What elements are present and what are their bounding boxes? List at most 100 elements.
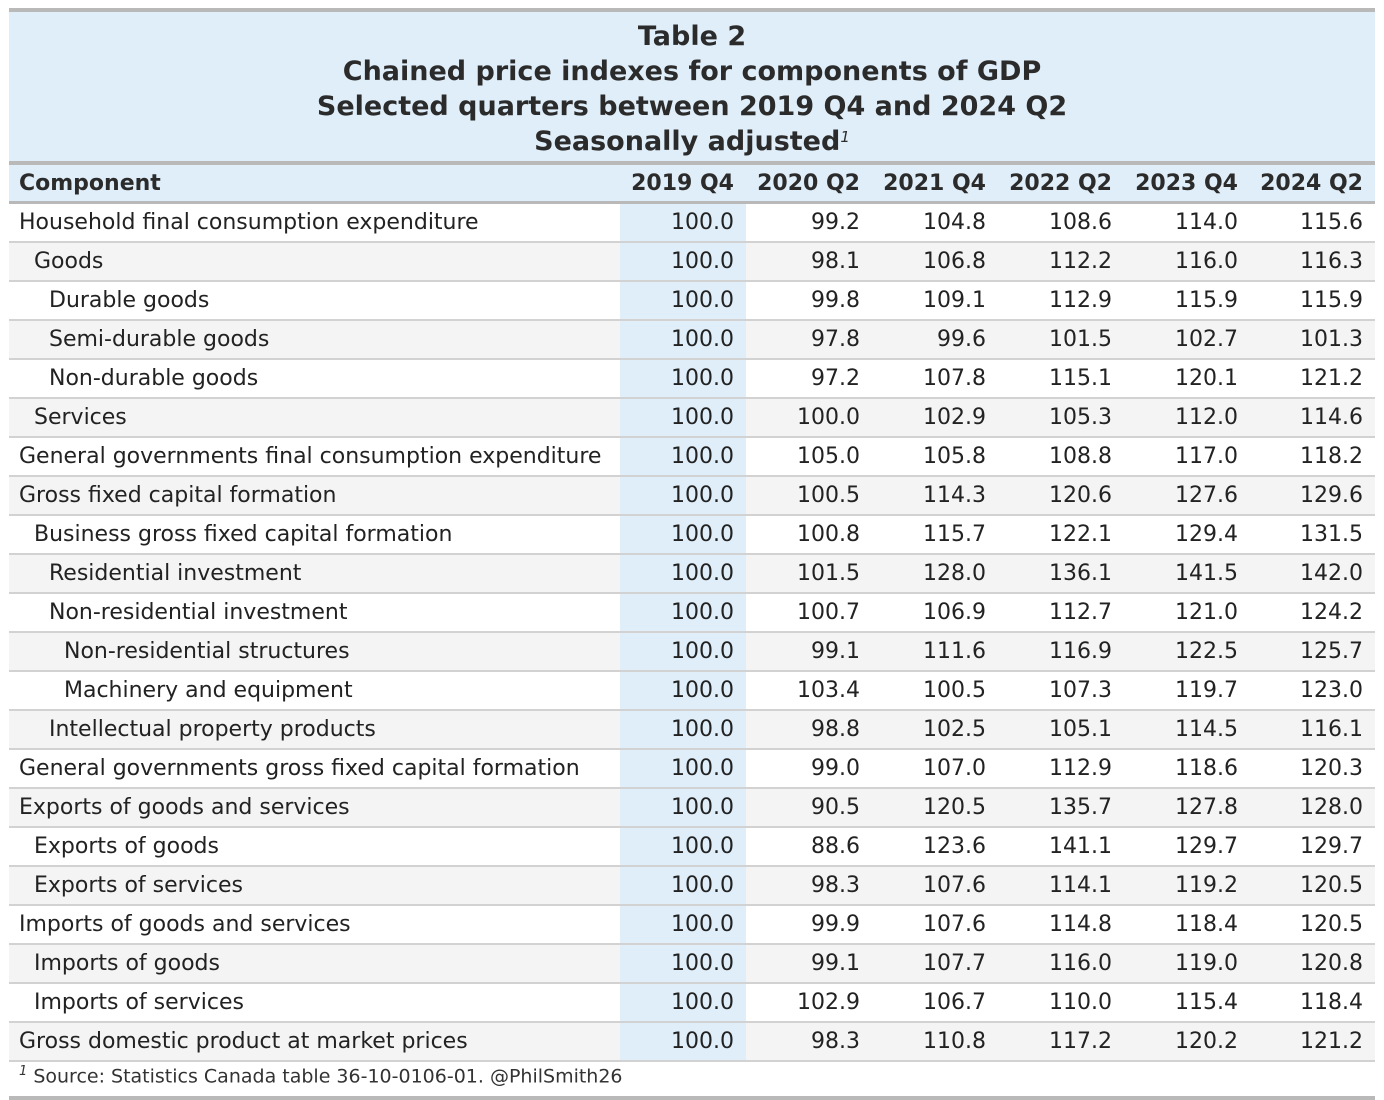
value-cell: 100.0	[620, 944, 746, 984]
value-cell: 97.8	[746, 320, 872, 360]
row-label: Durable goods	[9, 281, 620, 321]
row-label: Imports of goods and services	[9, 905, 620, 945]
value-cell: 106.7	[872, 983, 998, 1023]
table-row: Services 100.0 100.0 102.9 105.3 112.0 114.6	[9, 398, 1375, 438]
value-cell: 127.6	[1124, 476, 1250, 516]
value-cell: 107.6	[872, 866, 998, 906]
row-label: Imports of goods	[9, 944, 620, 984]
value-cell: 122.1	[998, 515, 1124, 555]
value-cell: 100.0	[620, 554, 746, 594]
value-cell: 105.1	[998, 710, 1124, 750]
row-label: Exports of services	[9, 866, 620, 906]
value-cell: 123.0	[1250, 671, 1375, 711]
value-cell: 101.5	[746, 554, 872, 594]
table-row: Semi-durable goods 100.0 97.8 99.6 101.5 102.…	[9, 320, 1375, 360]
column-header-component: Component	[9, 165, 620, 204]
value-cell: 99.0	[746, 749, 872, 789]
value-cell: 99.6	[872, 320, 998, 360]
value-cell: 129.7	[1124, 827, 1250, 867]
value-cell: 106.9	[872, 593, 998, 633]
value-cell: 98.3	[746, 1022, 872, 1062]
table-footer: 1 Source: Statistics Canada table 36-10-…	[9, 1062, 1375, 1096]
value-cell: 100.0	[620, 983, 746, 1023]
row-label: Non-residential structures	[9, 632, 620, 672]
value-cell: 122.5	[1124, 632, 1250, 672]
value-cell: 105.3	[998, 398, 1124, 438]
table-row: Machinery and equipment 100.0 103.4 100.5 10…	[9, 671, 1375, 711]
value-cell: 119.0	[1124, 944, 1250, 984]
value-cell: 128.0	[1250, 788, 1375, 828]
table-title-block: Table 2 Chained price indexes for compon…	[9, 12, 1375, 161]
row-label: Semi-durable goods	[9, 320, 620, 360]
table-row: Non-residential investment 100.0 100.7 106.…	[9, 593, 1375, 633]
value-cell: 115.1	[998, 359, 1124, 399]
row-label: Imports of services	[9, 983, 620, 1023]
data-table: Component 2019 Q4 2020 Q2 2021 Q4 2022 Q2 202…	[9, 165, 1375, 1062]
value-cell: 129.6	[1250, 476, 1375, 516]
value-cell: 118.6	[1124, 749, 1250, 789]
value-cell: 101.3	[1250, 320, 1375, 360]
footer-footnote-marker: 1	[19, 1064, 28, 1079]
value-cell: 115.6	[1250, 202, 1375, 243]
value-cell: 115.4	[1124, 983, 1250, 1023]
value-cell: 120.5	[1250, 905, 1375, 945]
value-cell: 100.0	[620, 749, 746, 789]
value-cell: 120.2	[1124, 1022, 1250, 1062]
value-cell: 123.6	[872, 827, 998, 867]
row-label: Gross fixed capital formation	[9, 476, 620, 516]
column-header-2019-q4: 2019 Q4	[620, 165, 746, 204]
value-cell: 121.0	[1124, 593, 1250, 633]
column-header-2022-q2: 2022 Q2	[998, 165, 1124, 204]
top-rule	[9, 8, 1375, 12]
value-cell: 100.0	[620, 593, 746, 633]
value-cell: 105.0	[746, 437, 872, 477]
value-cell: 114.0	[1124, 202, 1250, 243]
value-cell: 124.2	[1250, 593, 1375, 633]
value-cell: 119.7	[1124, 671, 1250, 711]
value-cell: 115.9	[1250, 281, 1375, 321]
value-cell: 114.1	[998, 866, 1124, 906]
value-cell: 110.0	[998, 983, 1124, 1023]
table-row: Exports of goods 100.0 88.6 123.6 141.1 129.7…	[9, 827, 1375, 867]
value-cell: 100.0	[620, 476, 746, 516]
value-cell: 117.2	[998, 1022, 1124, 1062]
table-row: Durable goods 100.0 99.8 109.1 112.9 115.9 115…	[9, 281, 1375, 321]
footnote-marker: 1	[840, 128, 850, 146]
value-cell: 125.7	[1250, 632, 1375, 672]
value-cell: 112.9	[998, 749, 1124, 789]
value-cell: 112.7	[998, 593, 1124, 633]
value-cell: 100.0	[620, 515, 746, 555]
value-cell: 131.5	[1250, 515, 1375, 555]
value-cell: 99.8	[746, 281, 872, 321]
value-cell: 98.8	[746, 710, 872, 750]
value-cell: 108.6	[998, 202, 1124, 243]
value-cell: 102.7	[1124, 320, 1250, 360]
value-cell: 100.0	[620, 710, 746, 750]
value-cell: 100.0	[620, 1022, 746, 1062]
table-row: Gross fixed capital formation 100.0 100.5 1…	[9, 476, 1375, 516]
value-cell: 100.0	[620, 398, 746, 438]
source-note: Source: Statistics Canada table 36-10-01…	[33, 1065, 623, 1088]
value-cell: 88.6	[746, 827, 872, 867]
value-cell: 112.9	[998, 281, 1124, 321]
value-cell: 120.5	[1250, 866, 1375, 906]
value-cell: 100.0	[620, 359, 746, 399]
value-cell: 100.0	[620, 788, 746, 828]
table-container: Table 2 Chained price indexes for compon…	[9, 8, 1375, 1100]
value-cell: 100.0	[620, 905, 746, 945]
table-row: Exports of goods and services 100.0 90.5 12…	[9, 788, 1375, 828]
value-cell: 116.0	[998, 944, 1124, 984]
table-row: Imports of goods 100.0 99.1 107.7 116.0 119.0…	[9, 944, 1375, 984]
value-cell: 114.3	[872, 476, 998, 516]
value-cell: 127.8	[1124, 788, 1250, 828]
value-cell: 116.0	[1124, 242, 1250, 282]
value-cell: 90.5	[746, 788, 872, 828]
value-cell: 142.0	[1250, 554, 1375, 594]
value-cell: 100.7	[746, 593, 872, 633]
row-label: General governments gross fixed capital …	[9, 749, 620, 789]
row-label: Non-residential investment	[9, 593, 620, 633]
table-row: Gross domestic product at market prices 1…	[9, 1022, 1375, 1062]
value-cell: 118.2	[1250, 437, 1375, 477]
value-cell: 100.0	[620, 671, 746, 711]
value-cell: 128.0	[872, 554, 998, 594]
